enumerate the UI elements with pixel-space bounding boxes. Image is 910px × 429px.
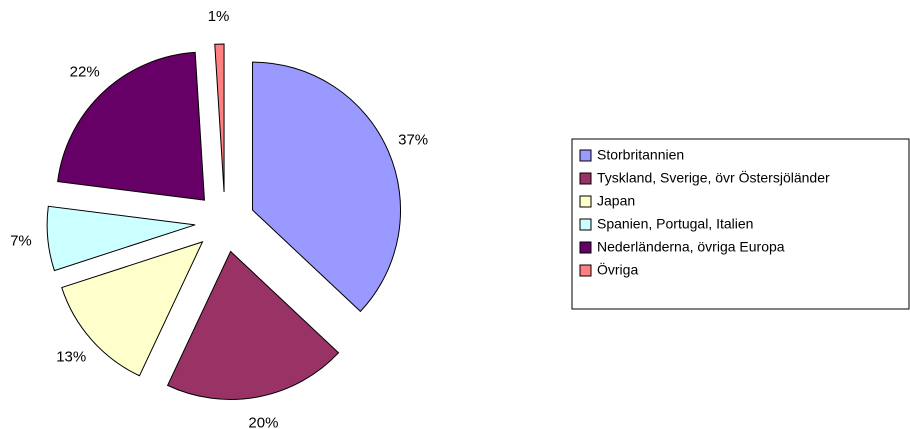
- data-label: 22%: [70, 64, 100, 81]
- legend-label: Storbritannien: [597, 147, 684, 163]
- legend: Storbritannien Tyskland, Sverige, övr Öst…: [571, 138, 910, 310]
- pie-slice: [61, 241, 204, 377]
- pie-slice: [252, 61, 402, 313]
- legend-swatch: [579, 172, 592, 185]
- pie-slice: [166, 250, 340, 400]
- legend-swatch: [579, 218, 592, 231]
- data-label: 1%: [208, 8, 230, 25]
- data-label: 13%: [56, 349, 86, 366]
- legend-swatch: [579, 264, 592, 277]
- data-label: 20%: [248, 414, 278, 429]
- legend-swatch: [579, 195, 592, 208]
- pie-slice: [214, 43, 225, 193]
- legend-swatch: [579, 149, 592, 162]
- legend-label: Japan: [597, 193, 635, 209]
- legend-label: Spanien, Portugal, Italien: [597, 216, 753, 232]
- legend-label: Övriga: [597, 261, 638, 278]
- legend-swatch: [579, 241, 592, 254]
- data-label: 37%: [398, 132, 428, 149]
- legend-label: Tyskland, Sverige, övr Östersjöländer: [597, 169, 830, 186]
- data-label: 7%: [10, 232, 32, 249]
- legend-label: Nederländerna, övriga Europa: [597, 239, 785, 255]
- legend-box: [571, 138, 910, 310]
- pie-slice: [46, 205, 196, 272]
- pie-slice: [57, 51, 206, 201]
